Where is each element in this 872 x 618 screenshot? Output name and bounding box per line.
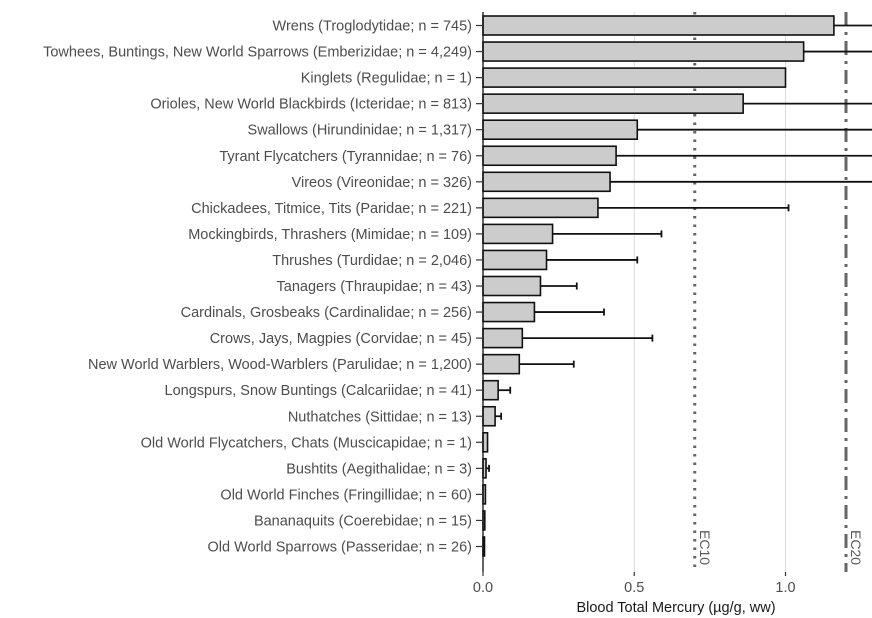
category-label-7: Chickadees, Titmice, Tits (Paridae; n = … xyxy=(191,201,472,217)
error-bar-13 xyxy=(519,360,575,368)
error-bar-6 xyxy=(610,180,872,183)
category-label-18: Old World Finches (Fringillidae; n = 60) xyxy=(220,487,472,503)
bar-11 xyxy=(482,301,536,323)
error-bar-1 xyxy=(803,50,872,53)
category-label-1: Towhees, Buntings, New World Sparrows (E… xyxy=(43,45,472,61)
bar-2 xyxy=(482,67,787,88)
bars xyxy=(482,15,835,557)
category-label-14: Longspurs, Snow Buntings (Calcariidae; n… xyxy=(165,383,473,399)
category-label-15: Nuthatches (Sittidae; n = 13) xyxy=(288,409,472,425)
error-bars xyxy=(486,24,872,472)
category-label-17: Bushtits (Aegithalidae; n = 3) xyxy=(286,461,472,477)
reference-label-ec20: EC20 xyxy=(848,530,864,565)
category-label-2: Kinglets (Regulidae; n = 1) xyxy=(301,71,472,87)
error-bar-10 xyxy=(540,282,578,290)
category-label-16: Old World Flycatchers, Chats (Muscicapid… xyxy=(141,435,472,451)
error-bar-4 xyxy=(637,128,872,131)
category-label-19: Bananaquits (Coerebidae; n = 15) xyxy=(254,513,472,529)
bar-14 xyxy=(482,379,499,401)
category-label-6: Vireos (Vireonidae; n = 326) xyxy=(292,175,472,191)
category-label-11: Cardinals, Grosbeaks (Cardinalidae; n = … xyxy=(181,305,472,321)
error-bar-7 xyxy=(597,204,790,212)
category-label-9: Thrushes (Turdidae; n = 2,046) xyxy=(272,253,472,269)
bar-0 xyxy=(482,15,835,36)
error-bar-9 xyxy=(546,256,639,264)
x-tick-label-1: 0.5 xyxy=(624,580,644,596)
category-label-4: Swallows (Hirundinidae; n = 1,317) xyxy=(248,123,472,139)
error-bar-14 xyxy=(498,386,512,394)
bar-5 xyxy=(482,145,617,167)
bar-10 xyxy=(482,275,542,297)
bar-7 xyxy=(482,197,599,219)
category-labels: Wrens (Troglodytidae; n = 745) Towhees, B… xyxy=(43,19,472,556)
category-label-10: Tanagers (Thraupidae; n = 43) xyxy=(277,279,472,295)
category-label-8: Mockingbirds, Thrashers (Mimidae; n = 10… xyxy=(188,227,472,243)
bar-9 xyxy=(482,249,548,271)
category-label-12: Crows, Jays, Magpies (Corvidae; n = 45) xyxy=(210,331,472,347)
error-bar-8 xyxy=(552,230,663,238)
bar-15 xyxy=(482,405,496,427)
category-label-3: Orioles, New World Blackbirds (Icteridae… xyxy=(150,97,472,113)
bar-6 xyxy=(482,171,611,193)
bar-8 xyxy=(482,223,554,245)
error-bar-5 xyxy=(616,154,872,157)
error-bar-3 xyxy=(743,102,872,105)
error-bar-12 xyxy=(522,334,654,342)
bar-13 xyxy=(482,353,521,375)
error-bar-0 xyxy=(833,24,872,27)
bar-3 xyxy=(482,93,744,114)
error-bar-11 xyxy=(534,308,605,316)
category-label-13: New World Warblers, Wood-Warblers (Parul… xyxy=(88,357,472,373)
x-axis-title: Blood Total Mercury (µg/g, ww) xyxy=(576,600,775,616)
x-tick-label-0: 0.0 xyxy=(473,580,493,596)
category-label-5: Tyrant Flycatchers (Tyrannidae; n = 76) xyxy=(219,149,472,165)
category-label-0: Wrens (Troglodytidae; n = 745) xyxy=(273,19,472,35)
category-label-20: Old World Sparrows (Passeridae; n = 26) xyxy=(208,540,472,556)
reference-lines: EC10EC20EC30EC40 xyxy=(693,12,864,572)
bar-4 xyxy=(482,119,639,140)
error-bar-17 xyxy=(486,464,490,472)
axes: 0.00.51.01.52.02.5 xyxy=(473,12,796,596)
bar-12 xyxy=(482,327,524,349)
bar-1 xyxy=(482,41,805,62)
x-tick-label-2: 1.0 xyxy=(775,580,795,596)
reference-label-ec10: EC10 xyxy=(697,530,713,565)
bar-16 xyxy=(482,431,489,453)
error-bar-15 xyxy=(495,412,503,420)
